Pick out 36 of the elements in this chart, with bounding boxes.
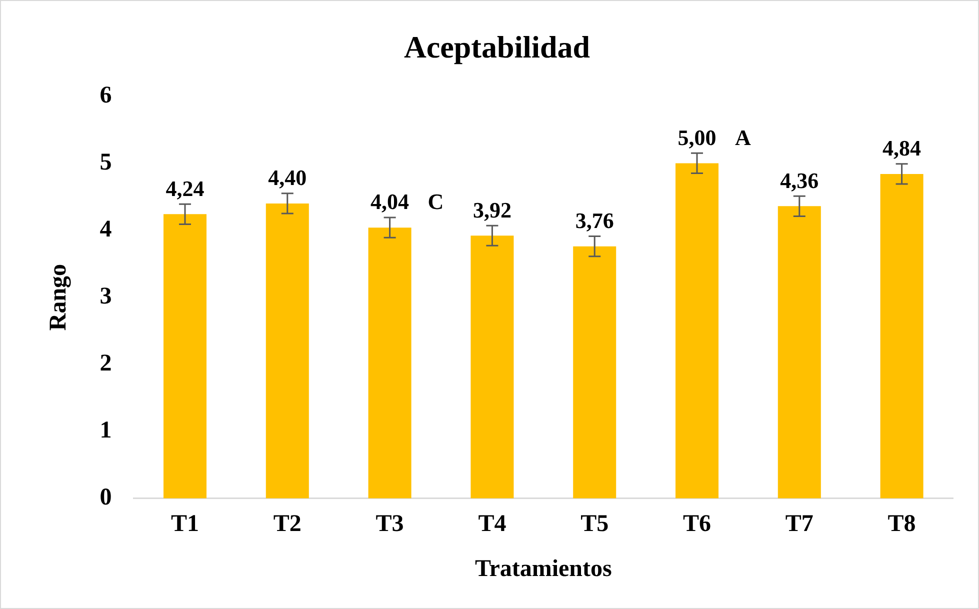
bar — [470, 236, 514, 498]
data-label: 3,92 — [472, 197, 512, 222]
y-axis-title: Rango — [46, 264, 72, 331]
data-label: 4,04 — [370, 189, 410, 214]
x-tick-label: T3 — [376, 511, 404, 538]
x-tick-label: T1 — [170, 511, 200, 538]
x-axis-title: Tratamientos — [474, 556, 612, 582]
annotation: A — [735, 124, 751, 150]
data-label: 4,36 — [780, 168, 819, 193]
annotation: C — [428, 189, 444, 214]
x-tick-label: T4 — [478, 511, 506, 538]
y-tick-label: 4 — [100, 216, 112, 242]
bar — [573, 246, 616, 498]
x-tick-label: T5 — [580, 511, 609, 538]
y-tick-label: 1 — [100, 418, 112, 444]
data-label: 4,84 — [882, 136, 922, 161]
bar — [880, 174, 924, 498]
y-tick-label: 0 — [100, 484, 112, 511]
x-tick-label: T2 — [273, 511, 302, 538]
x-tick-label: T8 — [888, 511, 916, 538]
y-tick-label: 3 — [100, 284, 112, 310]
y-tick-label: 6 — [100, 82, 112, 108]
bar — [163, 214, 207, 498]
y-tick-label: 2 — [100, 350, 112, 377]
chart-title: Aceptabilidad — [404, 30, 590, 65]
data-label: 4,24 — [166, 176, 204, 201]
x-tick-label: T6 — [682, 511, 712, 538]
data-label: 3,76 — [575, 208, 614, 233]
bar — [368, 228, 412, 498]
bar — [778, 206, 821, 498]
y-tick-label: 5 — [100, 149, 112, 176]
bar — [266, 203, 309, 498]
data-label: 4,40 — [268, 165, 307, 190]
bar — [675, 163, 719, 498]
x-tick-label: T7 — [785, 511, 814, 538]
data-label: 5,00 — [678, 124, 716, 150]
